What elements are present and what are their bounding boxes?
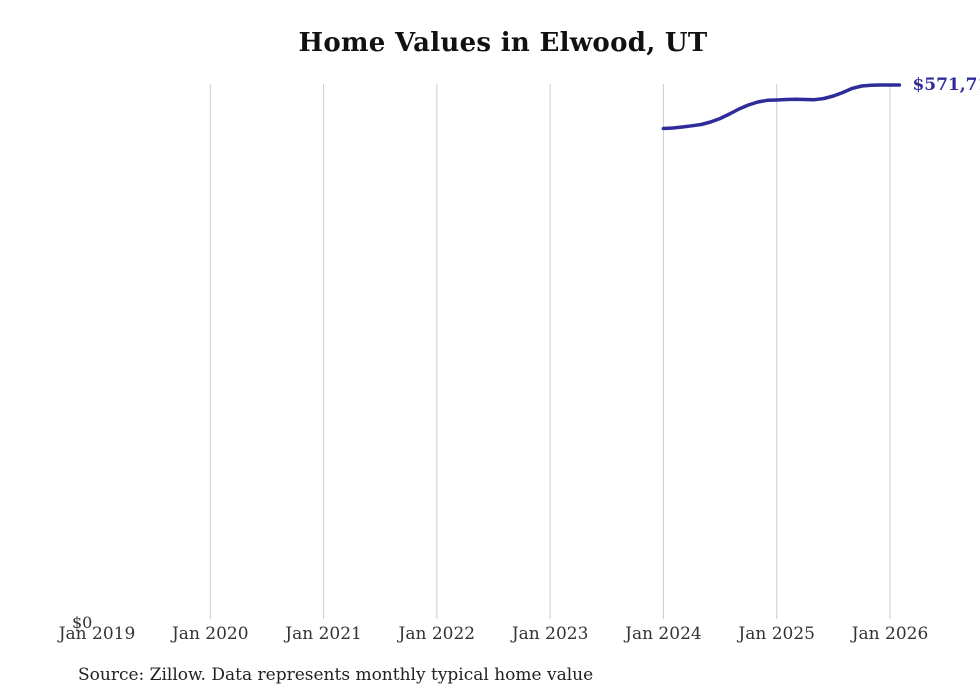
x-tick-label: Jan 2022 [398, 624, 476, 644]
chart-title: Home Values in Elwood, UT [298, 28, 708, 58]
x-tick-label: Jan 2025 [738, 624, 815, 644]
x-tick-label: Jan 2026 [851, 624, 929, 644]
y-axis-zero-label: $0 [72, 613, 93, 632]
source-note: Source: Zillow. Data represents monthly … [78, 665, 594, 685]
end-value-label: $571,712 [912, 75, 980, 95]
x-tick-label: Jan 2024 [625, 624, 702, 644]
home-value-line [661, 83, 902, 131]
x-tick-label: Jan 2023 [511, 624, 589, 644]
x-tick-label: Jan 2019 [58, 624, 136, 644]
x-tick-label: Jan 2021 [285, 624, 362, 644]
x-tick-label: Jan 2020 [171, 624, 249, 644]
